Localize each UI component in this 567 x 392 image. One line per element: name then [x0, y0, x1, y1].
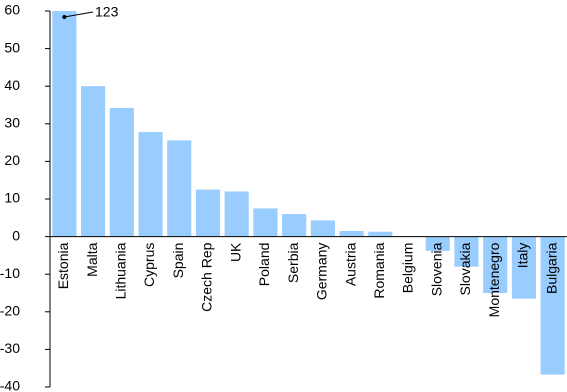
bar	[483, 236, 508, 293]
bar	[81, 86, 106, 237]
y-tick-label: 0	[12, 227, 20, 243]
y-tick-label: 10	[4, 190, 20, 206]
x-tick-label: Belgium	[400, 243, 416, 294]
x-tick-label: Bulgaria	[543, 242, 559, 294]
bar	[138, 132, 163, 237]
bar	[195, 189, 221, 237]
y-tick-label: -20	[0, 303, 20, 319]
bars	[52, 11, 565, 375]
x-tick-label: UK	[227, 242, 243, 262]
bar	[368, 231, 393, 237]
y-tick-label: 30	[4, 115, 20, 131]
bar	[339, 230, 364, 237]
bar	[425, 236, 450, 251]
y-tick-label: -10	[0, 265, 20, 281]
x-tick-label: Estonia	[55, 242, 71, 289]
bar	[224, 191, 249, 237]
x-tick-label: Spain	[170, 243, 186, 279]
bar	[511, 236, 536, 299]
x-tick-label: Serbia	[285, 242, 301, 283]
y-tick-label: 60	[4, 2, 20, 18]
bar	[109, 108, 134, 237]
x-tick-label: Slovakia	[457, 242, 473, 295]
y-tick-label: -30	[0, 340, 20, 356]
x-tick-label: Slovenia	[428, 242, 444, 296]
annotation-leader	[64, 11, 94, 18]
x-tick-label: Romania	[371, 242, 387, 298]
x-tick-label: Czech Rep	[199, 242, 215, 311]
x-tick-label: Austria	[342, 242, 358, 286]
x-tick-label: Lithuania	[113, 242, 129, 299]
bar	[167, 140, 192, 237]
annotation-label: 123	[95, 4, 119, 20]
x-tick-label: Cyprus	[141, 243, 157, 287]
bar	[52, 11, 77, 237]
x-tick-label: Italy	[515, 243, 531, 269]
x-tick-label: Germany	[314, 243, 330, 301]
bar	[540, 236, 565, 375]
bar	[310, 220, 335, 237]
x-tick-label: Poland	[256, 243, 272, 287]
y-tick-label: 20	[4, 152, 20, 168]
y-tick-label: 50	[4, 39, 20, 55]
x-tick-label: Malta	[84, 242, 100, 276]
y-tick-label: -40	[0, 378, 20, 392]
y-tick-label: 40	[4, 77, 20, 93]
x-tick-label: Montenegro	[486, 242, 502, 317]
bar	[454, 236, 479, 267]
bar	[282, 214, 307, 237]
bar	[253, 208, 278, 237]
